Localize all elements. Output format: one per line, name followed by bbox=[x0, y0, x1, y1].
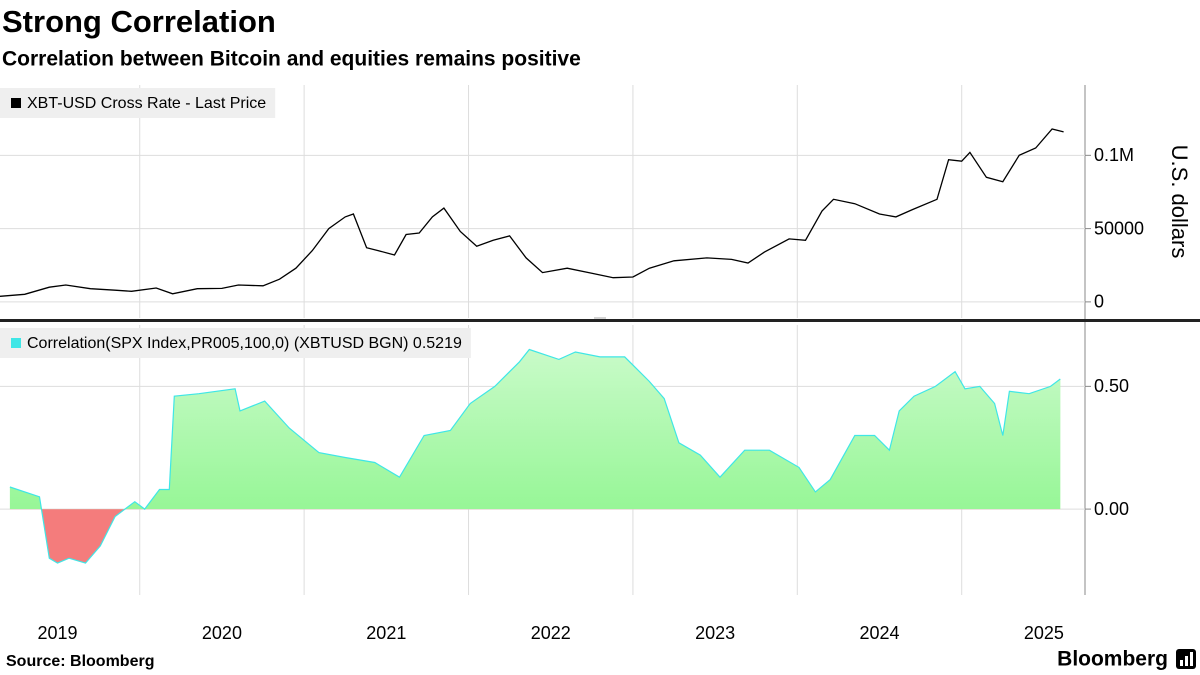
y-tick-label: 0.1M bbox=[1094, 145, 1134, 165]
title: Strong Correlation bbox=[2, 4, 276, 39]
legend: XBT-USD Cross Rate - Last Price bbox=[0, 88, 276, 118]
price-line bbox=[0, 128, 1064, 297]
y-tick-label: 0.00 bbox=[1094, 499, 1129, 519]
area-highlight bbox=[9, 349, 1061, 510]
y-tick-label: 50000 bbox=[1094, 218, 1144, 238]
source: Source: Bloomberg bbox=[6, 653, 154, 670]
legend-label: Correlation(SPX Index,PR005,100,0) (XBTU… bbox=[27, 335, 462, 352]
brand-icon-bar bbox=[1180, 660, 1183, 666]
y-axis-label: U.S. dollars bbox=[1167, 145, 1192, 259]
x-tick-label: 2022 bbox=[531, 623, 571, 643]
y-tick-label: 0.50 bbox=[1094, 376, 1129, 396]
legend-swatch bbox=[11, 338, 21, 348]
subtitle: Correlation between Bitcoin and equities… bbox=[2, 48, 581, 71]
area-negative bbox=[9, 509, 1061, 564]
legend-swatch bbox=[11, 98, 21, 108]
x-tick-label: 2021 bbox=[366, 623, 406, 643]
y-tick-label: 0 bbox=[1094, 292, 1104, 312]
x-tick-label: 2024 bbox=[859, 623, 899, 643]
x-tick-label: 2023 bbox=[695, 623, 735, 643]
legend: Correlation(SPX Index,PR005,100,0) (XBTU… bbox=[0, 328, 471, 358]
brand-icon-bar bbox=[1190, 652, 1193, 666]
legend-background bbox=[0, 328, 471, 358]
area-line bbox=[9, 348, 1061, 564]
legend-background bbox=[0, 88, 276, 118]
brand-icon-bar bbox=[1185, 656, 1188, 666]
x-tick-label: 2019 bbox=[38, 623, 78, 643]
x-tick-label: 2025 bbox=[1024, 623, 1064, 643]
panel-separator bbox=[0, 319, 1200, 322]
brand: Bloomberg bbox=[1057, 648, 1168, 671]
legend-label: XBT-USD Cross Rate - Last Price bbox=[27, 95, 266, 112]
x-tick-label: 2020 bbox=[202, 623, 242, 643]
